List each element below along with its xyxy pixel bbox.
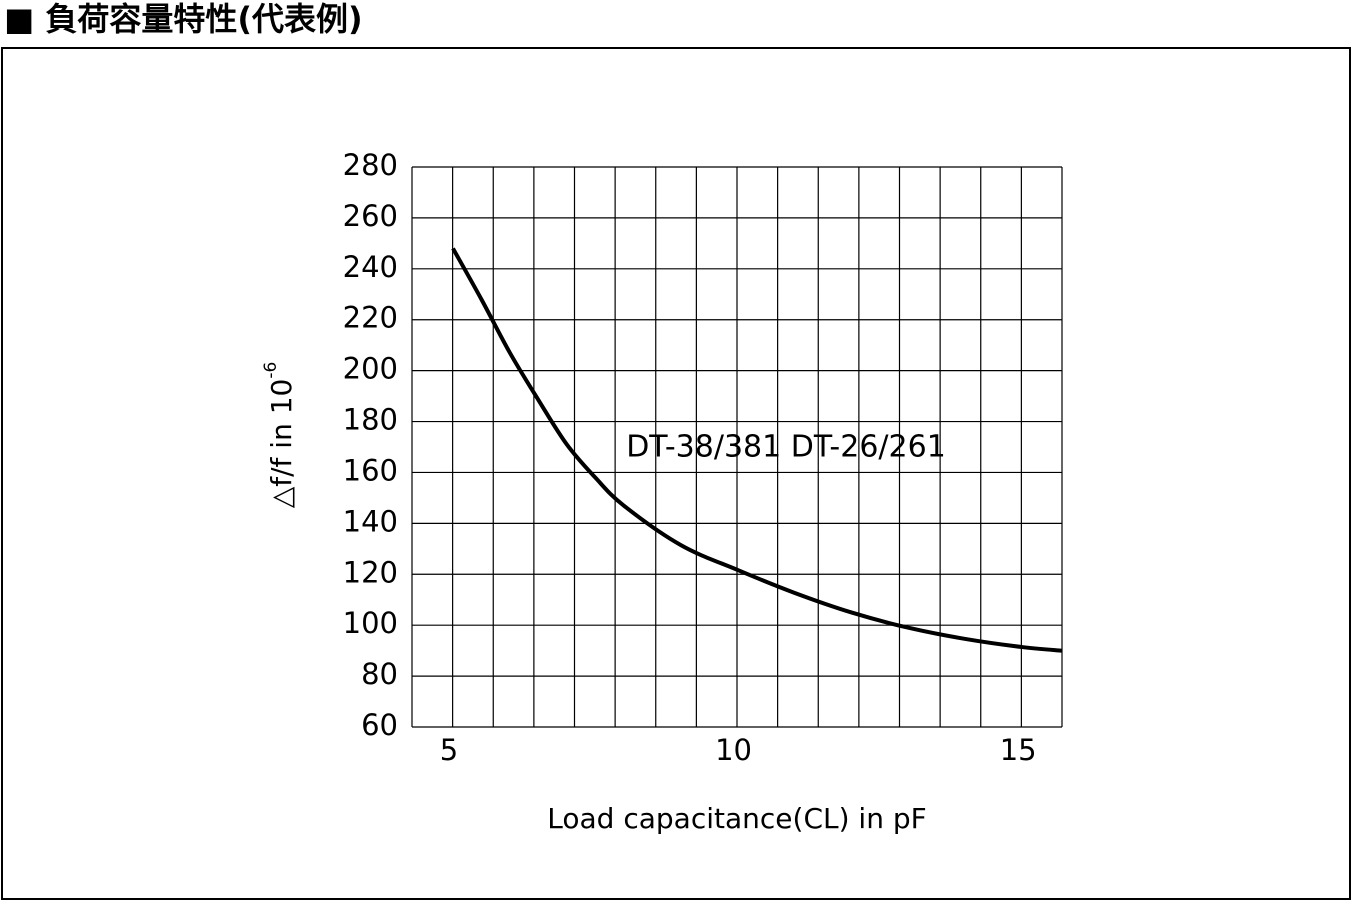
y-axis-label: △f/f in 10-6 <box>261 362 298 509</box>
x-axis-label: Load capacitance(CL) in pF <box>547 802 926 835</box>
y-tick-label: 200 <box>343 352 398 386</box>
y-tick-label: 220 <box>343 301 398 335</box>
y-tick-label: 160 <box>343 453 398 487</box>
x-tick-label: 15 <box>1000 733 1037 767</box>
y-tick-label: 260 <box>343 199 398 233</box>
annotation: DT-38/381 DT-26/261 <box>626 430 946 465</box>
y-tick-label: 100 <box>343 606 398 640</box>
y-tick-label: 140 <box>343 504 398 538</box>
y-tick-label: 180 <box>343 403 398 437</box>
y-tick-label: 280 <box>343 148 398 182</box>
y-axis-label-exponent: -6 <box>261 362 281 379</box>
x-tick-label: 5 <box>440 733 458 767</box>
y-axis-label-text: △f/f in 10 <box>265 379 298 509</box>
series-line <box>451 247 1063 653</box>
y-tick-label: 240 <box>343 250 398 284</box>
x-tick-label: 10 <box>715 733 752 767</box>
y-tick-label: 60 <box>361 708 398 742</box>
y-axis-label-group: △f/f in 10-6 <box>261 362 298 509</box>
frame <box>1 47 1351 900</box>
page-title: ■ 負荷容量特性(代表例) <box>4 0 363 38</box>
y-tick-label: 80 <box>361 657 398 691</box>
y-tick-label: 120 <box>343 555 398 589</box>
